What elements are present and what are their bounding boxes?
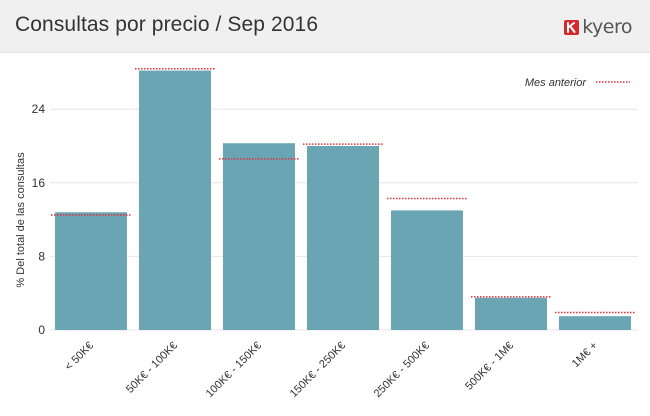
x-tick-label: 100K€ - 150K€: [204, 340, 264, 400]
x-tick-label: 50K€ - 100K€: [124, 340, 180, 396]
bar: [307, 146, 379, 330]
chart-title: Consultas por precio / Sep 2016: [15, 13, 319, 36]
kyero-logo-icon: [564, 19, 580, 35]
logo-wordmark: kyero: [582, 16, 632, 38]
y-tick-label: 8: [38, 249, 45, 263]
x-tick-label: 250K€ - 500K€: [372, 340, 432, 400]
bar: [139, 70, 211, 330]
legend-label: Mes anterior: [525, 77, 587, 89]
bar: [559, 316, 631, 330]
x-tick-label: < 50K€: [63, 340, 96, 373]
x-tick-label: 1M€ +: [570, 340, 600, 370]
y-tick-label: 16: [32, 176, 46, 190]
kyero-logo[interactable]: kyero: [564, 16, 632, 38]
bar: [223, 143, 295, 330]
bar: [475, 297, 547, 330]
y-axis-title: % Del total de las consultas: [15, 152, 27, 288]
bar: [391, 210, 463, 330]
chart-header: Consultas por precio / Sep 2016 kyero: [0, 0, 650, 53]
x-tick-label: 500K€ - 1M€: [463, 340, 516, 393]
y-tick-label: 0: [38, 323, 45, 337]
x-tick-label: 150K€ - 250K€: [288, 340, 348, 400]
y-tick-label: 24: [32, 102, 46, 116]
bar: [55, 212, 127, 330]
bar-chart: 0 8 16 24 % Del total de las consultas < 50K€…: [15, 67, 638, 400]
